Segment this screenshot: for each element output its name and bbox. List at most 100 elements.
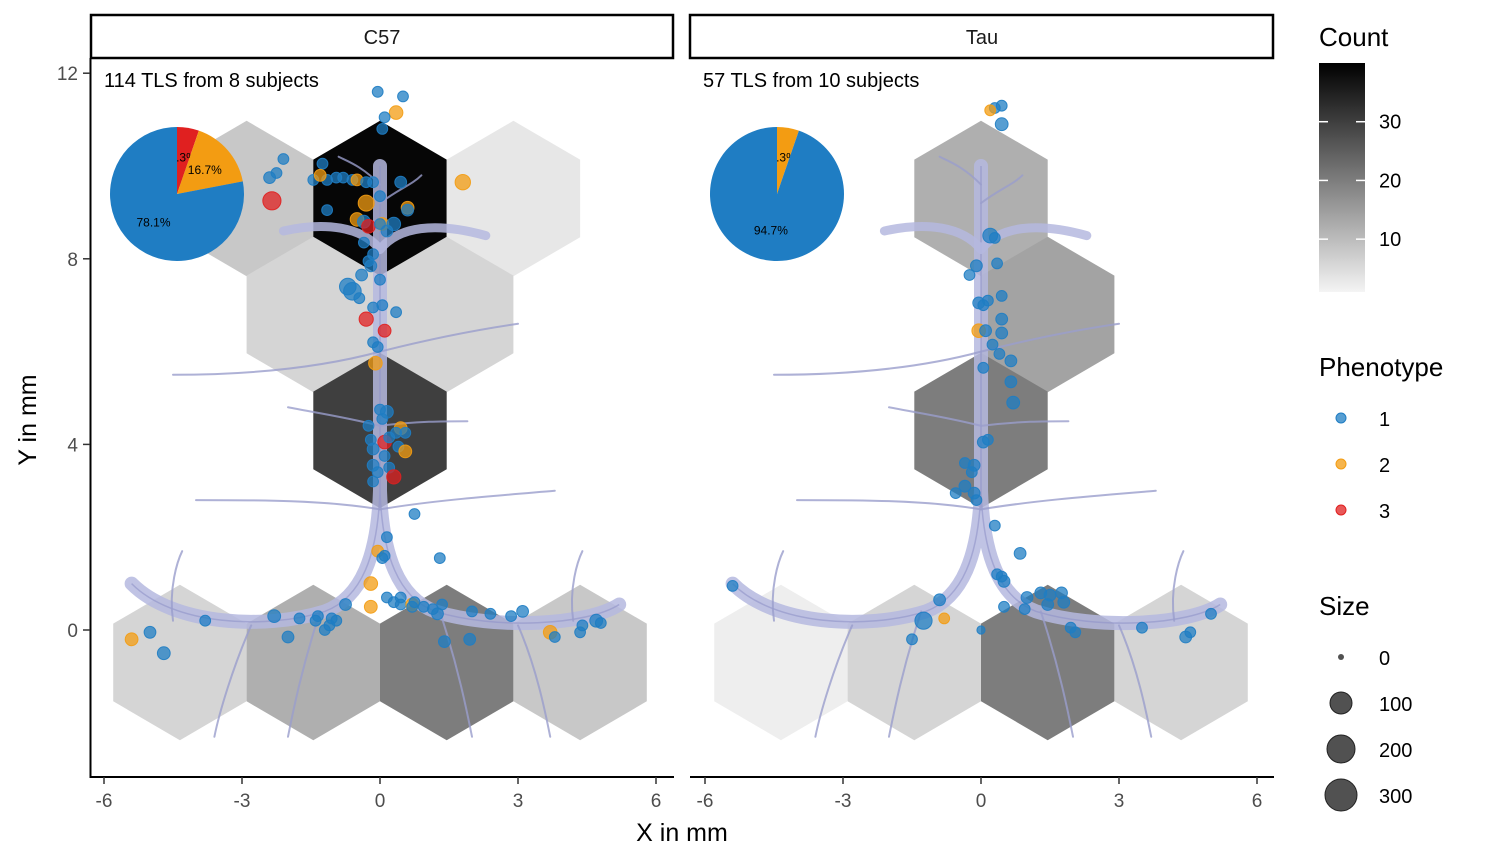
tls-point — [363, 599, 378, 614]
tls-point — [398, 444, 413, 459]
tls-point — [263, 171, 277, 185]
tls-point — [970, 259, 983, 273]
x-tick-label: 6 — [651, 791, 662, 812]
tls-point — [438, 635, 451, 648]
legend-phenotype-label-1: 1 — [1379, 409, 1390, 431]
vessel-trunk-outline — [732, 166, 1221, 624]
x-tick-label: 3 — [513, 791, 524, 812]
tls-point — [156, 646, 171, 661]
tls-point — [339, 598, 352, 611]
legend-phenotype-key-2 — [1335, 458, 1347, 470]
tls-point — [516, 605, 529, 618]
tls-point — [378, 450, 391, 462]
vessel-branch — [980, 489, 1157, 511]
x-tick-label: -3 — [835, 791, 852, 812]
panel-c57: C57 5.3%16.7%78.1% 114 TLS from 8 subjec… — [89, 13, 675, 741]
tls-point — [1020, 591, 1034, 604]
tls-point — [357, 194, 375, 212]
pie-slice — [710, 127, 845, 261]
tls-point — [361, 219, 376, 234]
y-tick-label: 12 — [57, 64, 78, 85]
hex-bin — [981, 236, 1115, 393]
tls-point — [1018, 603, 1031, 615]
tls-point — [353, 292, 366, 305]
y-tick-label: 0 — [67, 621, 78, 642]
vessel-top-branch — [278, 222, 491, 255]
tls-point — [406, 600, 419, 613]
tls-point — [262, 191, 282, 211]
tls-point — [376, 122, 389, 135]
tls-point — [1004, 354, 1018, 368]
annotation-tau: 57 TLS from 10 subjects — [703, 70, 919, 92]
axes — [89, 58, 1274, 778]
legend-size-key-0 — [1338, 654, 1344, 660]
tls-point — [281, 630, 295, 644]
annotation-c57: 114 TLS from 8 subjects — [104, 70, 319, 92]
strip-label-c57: C57 — [364, 27, 401, 49]
vessel-branch — [172, 350, 381, 376]
tls-point — [374, 190, 386, 203]
tls-point — [293, 612, 306, 625]
legend-size-item-0: 0 — [1338, 648, 1390, 670]
tls-point — [318, 624, 331, 636]
tls-point — [378, 111, 391, 124]
tls-point — [143, 625, 157, 639]
tls-point — [548, 631, 561, 643]
tls-point — [394, 591, 407, 604]
tls-point — [991, 257, 1003, 270]
vessel-branch — [980, 420, 1070, 427]
tls-point — [997, 574, 1011, 588]
tls-point — [466, 605, 478, 618]
y-axis-title: Y in mm — [14, 374, 42, 465]
tls-point — [371, 466, 384, 479]
tls-point — [505, 610, 518, 622]
tls-point — [976, 625, 986, 635]
tls-point — [377, 323, 392, 338]
tls-point — [383, 431, 396, 444]
tls-point — [330, 171, 343, 184]
pie-slice-label: 94.7% — [754, 223, 788, 237]
legend-phenotype-item-2: 2 — [1335, 455, 1390, 477]
tls-point — [463, 632, 477, 646]
x-tick-label: -6 — [96, 791, 113, 812]
legend-size-key-200 — [1326, 734, 1356, 764]
tls-point — [367, 475, 380, 488]
legend-phenotype-key-3 — [1335, 504, 1347, 516]
tls-point — [401, 203, 415, 217]
tls-point — [1013, 547, 1027, 560]
x-tick-label: -6 — [697, 791, 714, 812]
tls-point — [367, 176, 380, 189]
tls-point — [1136, 621, 1148, 634]
tls-point — [358, 236, 370, 249]
tls-point — [367, 301, 380, 314]
pie-slice-label: 16.7% — [188, 163, 222, 177]
tls-point — [378, 549, 391, 562]
tls-point — [376, 413, 389, 425]
tls-point — [433, 552, 446, 564]
tls-point — [431, 607, 444, 621]
tls-point — [984, 104, 997, 117]
vessel-branch — [1171, 550, 1185, 622]
vessel-branch — [379, 489, 556, 511]
pie-slice — [177, 127, 199, 194]
vessel-branch — [379, 420, 469, 427]
legend-size: Size 0 100 200 300 — [1319, 591, 1412, 812]
tls-point — [949, 487, 962, 500]
pie-c57: 5.3%16.7%78.1% — [110, 127, 245, 261]
legend-size-key-300 — [1324, 778, 1358, 812]
vessel-branch — [888, 610, 923, 738]
tls-point — [371, 341, 384, 353]
legend-size-item-100: 100 — [1329, 691, 1412, 716]
tls-point — [366, 442, 380, 456]
legend-count-ticks: 10 20 30 — [1319, 112, 1401, 251]
legend-count-title: Count — [1319, 22, 1389, 52]
tls-point — [1069, 626, 1082, 639]
vessel-branch — [796, 499, 982, 511]
tls-point — [995, 290, 1008, 302]
legend-size-label-100: 100 — [1379, 694, 1412, 716]
legend-size-label-200: 200 — [1379, 740, 1412, 762]
x-tick-label: 0 — [375, 791, 386, 812]
pie-tau: 5.3%94.7% — [710, 127, 845, 261]
tls-point — [1041, 598, 1055, 611]
y-tick-label: 4 — [67, 435, 78, 456]
